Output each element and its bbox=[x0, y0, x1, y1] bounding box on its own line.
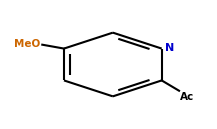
Text: N: N bbox=[165, 43, 174, 53]
Text: Ac: Ac bbox=[180, 92, 194, 102]
Text: MeO: MeO bbox=[14, 39, 40, 49]
